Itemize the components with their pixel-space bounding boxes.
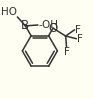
Text: F: F bbox=[75, 25, 81, 35]
Text: -OH: -OH bbox=[38, 20, 58, 30]
Text: F: F bbox=[64, 47, 69, 57]
Text: B: B bbox=[21, 19, 30, 32]
Text: O: O bbox=[48, 22, 58, 35]
Text: F: F bbox=[77, 34, 82, 44]
Text: HO: HO bbox=[1, 7, 17, 17]
